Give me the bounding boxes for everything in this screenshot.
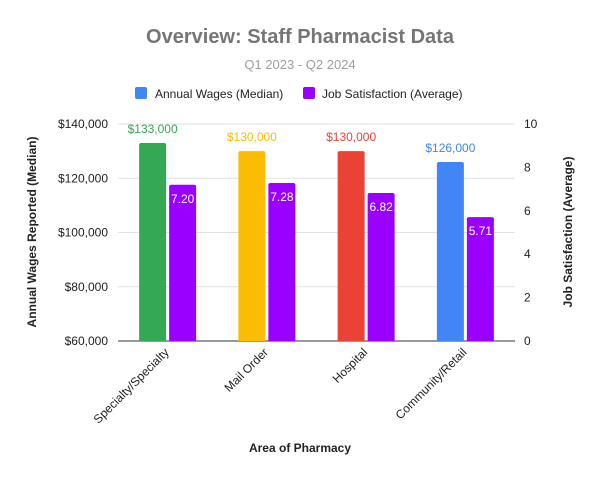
y-left-tick-label: $100,000 [58, 226, 108, 240]
data-label-satisfaction: 5.71 [469, 224, 493, 238]
bar-satisfaction [169, 184, 197, 341]
y-right-tick-label: 6 [524, 204, 531, 218]
y-left-tick-label: $80,000 [65, 280, 109, 294]
x-tick-label: Specialty/Specialty [91, 345, 172, 426]
x-axis-title: Area of Pharmacy [249, 441, 351, 455]
y-left-tick-label: $120,000 [58, 171, 108, 185]
x-tick-label: Mail Order [221, 345, 271, 395]
y-right-tick-label: 4 [524, 247, 531, 261]
bar-wages [238, 151, 266, 341]
legend: Annual Wages (Median) Job Satisfaction (… [135, 87, 463, 101]
x-tick-label: Hospital [330, 345, 371, 386]
chart-title: Overview: Staff Pharmacist Data [146, 26, 455, 48]
bar-satisfaction [367, 193, 395, 341]
data-label-wages: $130,000 [227, 130, 277, 144]
bar-wages [337, 151, 365, 341]
y-right-tick-label: 8 [524, 160, 531, 174]
y-left-tick-label: $60,000 [65, 334, 109, 348]
y-left-tick-label: $140,000 [58, 117, 108, 131]
data-label-satisfaction: 7.28 [270, 190, 294, 204]
data-labels: $133,000 7.20 $130,000 7.28 $130,000 6.82 $126… [128, 122, 493, 238]
y-axis-left-title: Annual Wages Reported (Median) [25, 137, 39, 328]
y-right-tick-label: 0 [524, 334, 531, 348]
y-right-tick-label: 2 [524, 291, 531, 305]
y-axis-right-title: Job Satisfaction (Average) [561, 157, 575, 308]
data-label-wages: $126,000 [425, 141, 475, 155]
legend-swatch-wages [135, 87, 147, 99]
data-label-satisfaction: 6.82 [369, 200, 393, 214]
bar-wages [139, 142, 167, 341]
bar-satisfaction [268, 183, 296, 341]
data-label-satisfaction: 7.20 [171, 192, 195, 206]
x-tick-label: Community/Retail [393, 345, 470, 422]
legend-label-satisfaction: Job Satisfaction (Average) [322, 87, 463, 101]
y-right-tick-label: 10 [524, 117, 538, 131]
bar-satisfaction [466, 217, 494, 341]
axis-ticks: $60,000 $80,000 $100,000 $120,000 $140,000 0 2… [58, 117, 538, 426]
bar-wages [436, 161, 464, 341]
data-label-wages: $130,000 [326, 130, 376, 144]
chart-subtitle: Q1 2023 - Q2 2024 [244, 57, 355, 72]
legend-swatch-satisfaction [303, 87, 315, 99]
legend-label-wages: Annual Wages (Median) [155, 87, 283, 101]
data-label-wages: $133,000 [128, 122, 178, 136]
bars [139, 142, 494, 341]
